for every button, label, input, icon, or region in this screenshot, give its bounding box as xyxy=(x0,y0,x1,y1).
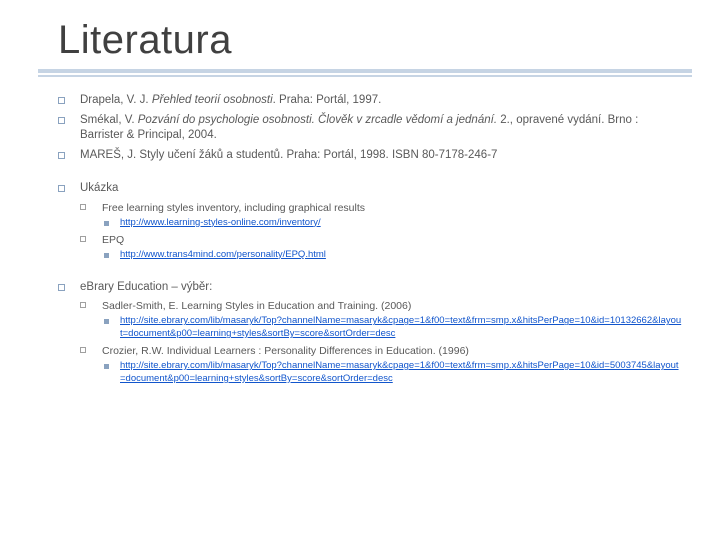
section-label: Ukázka xyxy=(80,182,118,194)
list-item-ukazka: Ukázka Free learning styles inventory, i… xyxy=(58,181,682,261)
list-item: Smékal, V. Pozvání do psychologie osobno… xyxy=(58,113,682,144)
ref-text: Drapela, V. J. xyxy=(80,94,152,106)
item-text: EPQ xyxy=(102,234,124,246)
ref-title-italic: Přehled teorií osobnosti xyxy=(152,94,273,106)
list-item: Free learning styles inventory, includin… xyxy=(80,201,682,230)
title-rule xyxy=(38,69,692,77)
page-title: Literatura xyxy=(58,18,682,63)
section-label: eBrary Education – výběr: xyxy=(80,281,212,293)
inventory-link[interactable]: http://www.learning-styles-online.com/in… xyxy=(120,217,321,228)
list-item: http://www.learning-styles-online.com/in… xyxy=(102,217,682,230)
slide: Literatura Drapela, V. J. Přehled teorií… xyxy=(0,0,720,540)
list-item: http://www.trans4mind.com/personality/EP… xyxy=(102,249,682,262)
item-text: Free learning styles inventory, includin… xyxy=(102,202,365,214)
ref-text: . Praha: Portál, 1997. xyxy=(273,94,382,106)
list-item: Sadler-Smith, E. Learning Styles in Educ… xyxy=(80,299,682,341)
ref-text: Smékal, V. xyxy=(80,114,138,126)
list-item-ebrary: eBrary Education – výběr: Sadler-Smith, … xyxy=(58,280,682,386)
list-item: http://site.ebrary.com/lib/masaryk/Top?c… xyxy=(102,360,682,386)
ebrary-link-2[interactable]: http://site.ebrary.com/lib/masaryk/Top?c… xyxy=(120,360,679,384)
list-item: MAREŠ, J. Styly učení žáků a studentů. P… xyxy=(58,148,682,164)
list-item: http://site.ebrary.com/lib/masaryk/Top?c… xyxy=(102,315,682,341)
list-item: EPQ http://www.trans4mind.com/personalit… xyxy=(80,233,682,262)
list-item: Drapela, V. J. Přehled teorií osobnosti.… xyxy=(58,93,682,109)
item-text: Crozier, R.W. Individual Learners : Pers… xyxy=(102,345,469,357)
list-item: Crozier, R.W. Individual Learners : Pers… xyxy=(80,344,682,386)
body-content: Drapela, V. J. Přehled teorií osobnosti.… xyxy=(58,93,682,386)
ref-text: MAREŠ, J. Styly učení žáků a studentů. P… xyxy=(80,149,497,161)
ebrary-link-1[interactable]: http://site.ebrary.com/lib/masaryk/Top?c… xyxy=(120,315,681,339)
item-text: Sadler-Smith, E. Learning Styles in Educ… xyxy=(102,300,411,312)
ref-title-italic: Pozvání do psychologie osobnosti. Člověk… xyxy=(138,114,497,126)
epq-link[interactable]: http://www.trans4mind.com/personality/EP… xyxy=(120,249,326,260)
